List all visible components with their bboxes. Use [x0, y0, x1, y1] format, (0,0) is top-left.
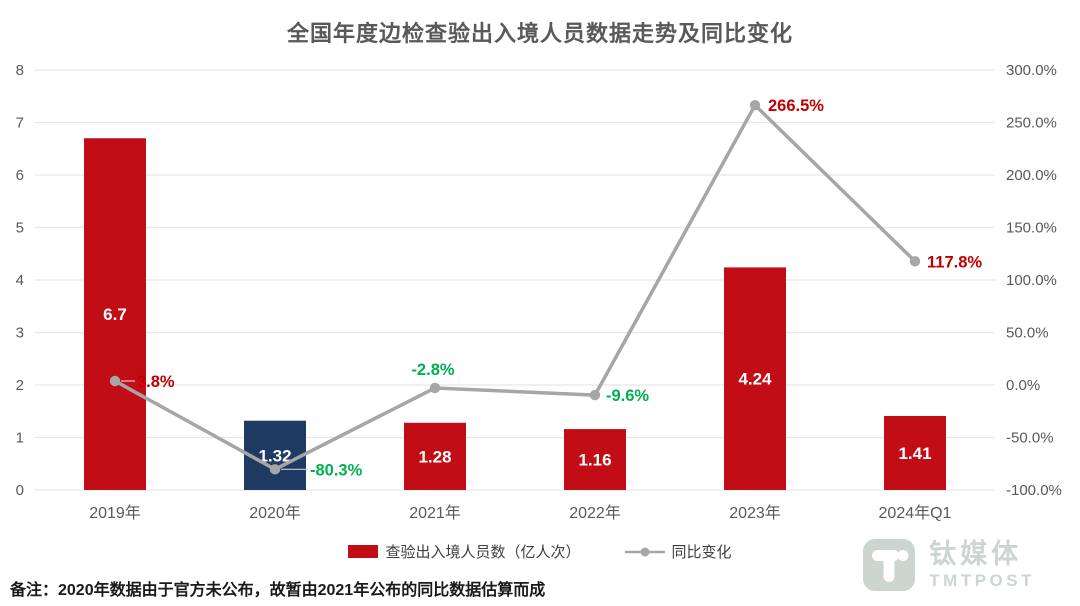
right-axis-tick-label: 50.0%	[1006, 325, 1049, 342]
tmtpost-watermark: 钛媒体 TMTPOST	[862, 538, 1035, 592]
right-axis-tick-label: 200.0%	[1006, 167, 1057, 184]
left-axis-tick-label: 2	[16, 377, 24, 394]
bar-value-label: 1.28	[418, 447, 451, 466]
trend-point-label: 3.8%	[137, 373, 175, 391]
tmtpost-logo-icon	[863, 539, 916, 591]
left-axis-tick-label: 5	[16, 220, 24, 237]
x-axis-label: 2020年	[249, 504, 301, 522]
bar-2022年	[564, 429, 626, 490]
bar-series-swatch	[348, 545, 379, 558]
tmtpost-logo-cn: 钛媒体	[929, 539, 1023, 570]
right-axis-tick-label: -100.0%	[1006, 482, 1062, 499]
line-series-label: 同比变化	[671, 544, 732, 561]
left-axis-tick-label: 3	[16, 325, 24, 342]
x-axis-label: 2023年	[729, 504, 781, 522]
x-axis-label: 2021年	[409, 504, 461, 522]
bar-series-label: 查验出入境人员数（亿人次）	[385, 544, 581, 561]
x-axis-label: 2022年	[569, 504, 621, 522]
chart-title: 全国年度边检查验出入境人员数据走势及同比变化	[286, 21, 793, 46]
trend-line	[114, 103, 917, 472]
trend-point	[109, 375, 121, 387]
x-axis-label: 2019年	[89, 504, 141, 522]
legend-item-bar-series: 查验出入境人员数（亿人次）	[348, 541, 581, 562]
trend-point-label: -2.8%	[411, 361, 454, 379]
trend-point	[269, 464, 281, 475]
right-axis-tick-label: 0.0%	[1006, 377, 1040, 394]
bar-2019年	[84, 138, 146, 490]
trend-point-label: -80.3%	[310, 461, 363, 479]
trend-point	[429, 382, 441, 394]
right-axis-tick-label: 250.0%	[1006, 115, 1057, 132]
trend-point-label: 266.5%	[768, 97, 824, 115]
chart-legend: 查验出入境人员数（亿人次） 同比变化	[0, 541, 1080, 562]
tmtpost-logo-text: 钛媒体 TMTPOST	[929, 540, 1035, 589]
left-axis-tick-label: 0	[16, 482, 24, 499]
right-axis-tick-label: 100.0%	[1006, 272, 1057, 289]
bar-value-label: 1.16	[578, 451, 611, 470]
right-axis-tick-label: 150.0%	[1006, 220, 1057, 237]
bar-value-label: 1.41	[898, 444, 931, 463]
trend-point	[909, 256, 921, 267]
trend-point-label: 117.8%	[927, 253, 982, 271]
bar-2024年Q1	[884, 415, 946, 490]
left-axis-tick-label: 7	[16, 115, 24, 132]
left-axis-tick-label: 1	[16, 430, 24, 447]
bar-value-label: 1.32	[258, 446, 291, 465]
trend-point	[589, 389, 601, 401]
left-axis-tick-label: 4	[16, 272, 24, 289]
left-axis-tick-label: 8	[16, 62, 24, 79]
x-axis-label: 2024年Q1	[879, 504, 952, 522]
legend-item-line-series: 同比变化	[624, 541, 732, 562]
bar-value-label: 6.7	[103, 305, 127, 324]
left-axis-tick-label: 6	[16, 167, 24, 184]
line-series-swatch	[624, 547, 665, 556]
tmtpost-logo-en: TMTPOST	[929, 570, 1035, 590]
right-axis-tick-label: 300.0%	[1006, 62, 1057, 79]
bar-2020年	[244, 420, 306, 490]
bar-value-label: 4.24	[738, 370, 772, 389]
trend-point-label: -9.6%	[606, 387, 649, 405]
bar-2023年	[724, 267, 786, 490]
footnote: 备注：2020年数据由于官方未公布，故暂由2021年公布的同比数据估算而成	[10, 582, 546, 599]
right-axis-tick-label: -50.0%	[1006, 430, 1054, 447]
trend-point	[749, 99, 761, 111]
bar-2021年	[404, 422, 466, 490]
